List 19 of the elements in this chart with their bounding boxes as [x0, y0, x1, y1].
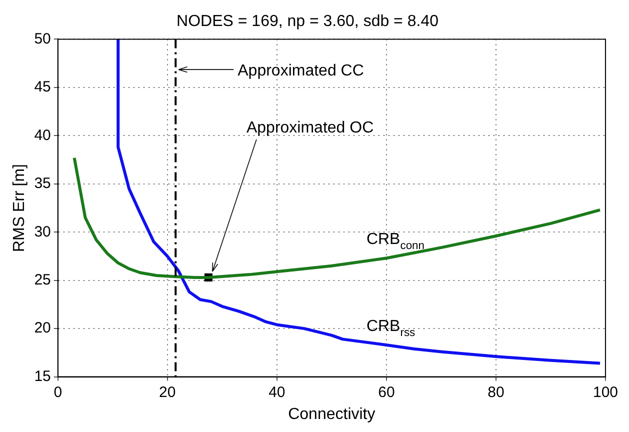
y-tick-label: 15	[34, 368, 51, 385]
x-tick-label: 100	[592, 384, 618, 401]
y-axis-title: RMS Err [m]	[11, 164, 28, 252]
y-tick-label: 35	[34, 175, 51, 192]
annotation: Approximated OC	[246, 119, 374, 136]
x-tick-label: 20	[159, 384, 176, 401]
x-tick-label: 40	[268, 384, 286, 401]
x-axis-title: Connectivity	[288, 406, 376, 423]
y-tick-label: 45	[34, 78, 51, 96]
x-tick-label: 0	[54, 384, 62, 401]
x-tick-label: 80	[488, 384, 504, 401]
y-tick-label: 20	[34, 320, 51, 337]
chart-title: NODES = 169, np = 3.60, sdb = 8.40	[176, 13, 439, 30]
y-tick-label: 50	[34, 30, 51, 48]
y-tick-label: 30	[34, 223, 51, 240]
y-tick-label: 40	[34, 126, 51, 144]
x-tick-label: 60	[378, 384, 395, 401]
ref-line-label: Approximated CC	[238, 62, 364, 80]
y-tick-label: 25	[34, 271, 51, 288]
